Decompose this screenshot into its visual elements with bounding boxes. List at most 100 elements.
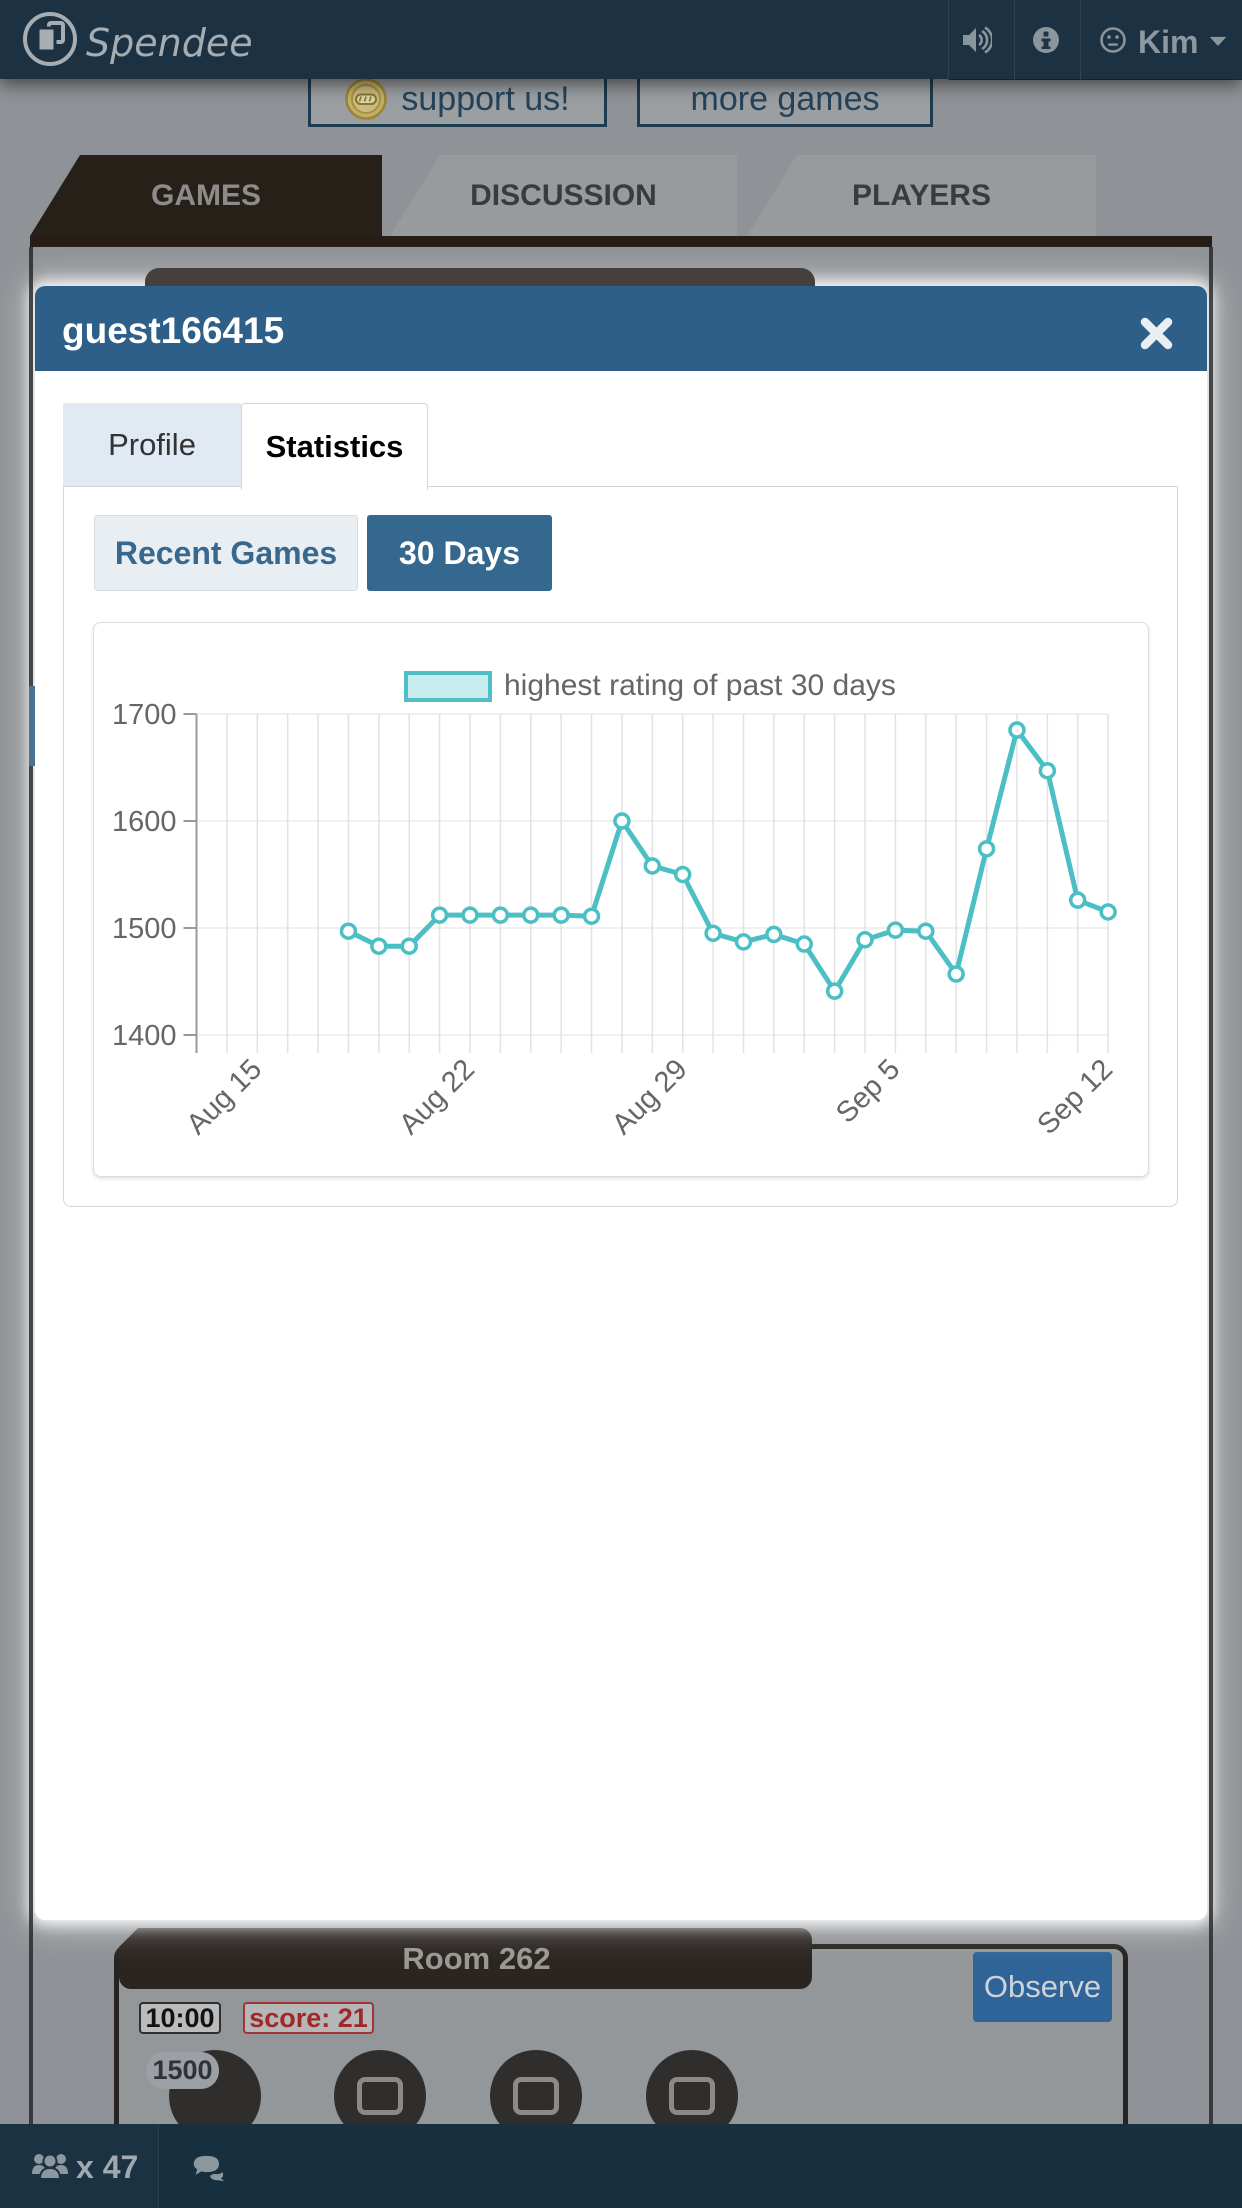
- chart-data-point: [339, 922, 358, 940]
- content-left-border: [29, 247, 33, 2124]
- brand-logo-icon[interactable]: [22, 11, 78, 67]
- thirty-days-button[interactable]: 30 Days: [367, 515, 552, 591]
- chart-data-point: [1068, 891, 1087, 909]
- chart-data-point: [704, 924, 722, 943]
- chart-series-line: [345, 727, 1111, 994]
- room-title: Room 262: [119, 1928, 812, 1989]
- chart-data-point: [552, 906, 570, 924]
- users-count-value: x 47: [76, 2149, 139, 2185]
- svg-text:1500: 1500: [112, 913, 177, 945]
- chart-data-point: [947, 965, 965, 983]
- chart-data-point: [977, 840, 996, 858]
- player-dialog: guest166415 Profile Statistics Recent Ga…: [35, 286, 1207, 1920]
- chart-data-point: [461, 906, 479, 924]
- background-blue-fragment: [29, 686, 35, 766]
- support-us-button[interactable]: support us!: [308, 71, 607, 127]
- observe-button[interactable]: Observe: [973, 1952, 1112, 2022]
- brand-name[interactable]: Spendee: [86, 21, 253, 65]
- chart-data-point: [1099, 903, 1117, 921]
- chart-data-point: [522, 906, 540, 924]
- svg-text:1400: 1400: [112, 1020, 177, 1052]
- time-value: 10:00: [145, 2002, 215, 2033]
- empty-seat-icon: [357, 2077, 403, 2115]
- svg-text:1600: 1600: [112, 806, 177, 838]
- rating-value: 1500: [152, 2055, 213, 2085]
- chart-data-point: [491, 906, 510, 924]
- recent-games-label: Recent Games: [114, 534, 338, 571]
- rating-line-chart: 1400 1500 1600 1700 Aug 15 Aug 22 Aug 29 Sep 5 S…: [112, 699, 1119, 1141]
- room-title-label: Room 262: [402, 1940, 551, 1976]
- legend-swatch: [404, 670, 492, 702]
- bottom-bar-users-section[interactable]: [0, 2124, 158, 2208]
- empty-seat-icon: [513, 2077, 559, 2115]
- tab-players[interactable]: PLAYERS: [747, 155, 1096, 236]
- dialog-header: [35, 286, 1207, 371]
- tab-games[interactable]: GAMES: [30, 155, 382, 236]
- rating-chart-card: highest rating of past 30 days 1400 1500 1…: [93, 622, 1149, 1177]
- chart-data-point: [886, 921, 905, 939]
- tab-games-label: GAMES: [150, 178, 261, 212]
- legend-label: highest rating of past 30 days: [504, 669, 896, 702]
- tab-statistics-label: Statistics: [265, 429, 404, 464]
- observe-label: Observe: [983, 1969, 1102, 2004]
- coin-icon: [345, 78, 388, 120]
- tab-content-top-border: [30, 236, 1212, 247]
- chat-icon[interactable]: [192, 2154, 228, 2183]
- tab-players-label: PLAYERS: [852, 178, 991, 212]
- chart-data-point: [765, 925, 783, 944]
- chart-data-point: [1008, 721, 1026, 739]
- chevron-down-icon[interactable]: [1208, 35, 1228, 47]
- svg-text:Aug 22: Aug 22: [393, 1053, 481, 1141]
- tab-pane: [63, 486, 1178, 1207]
- support-us-label: support us!: [401, 79, 570, 118]
- chart-data-point: [430, 906, 449, 924]
- tab-profile-label: Profile: [108, 426, 196, 462]
- more-games-button[interactable]: more games: [637, 71, 933, 127]
- chart-data-point: [673, 865, 692, 884]
- close-icon[interactable]: [1139, 316, 1174, 351]
- tab-discussion-label: DISCUSSION: [470, 178, 657, 212]
- svg-text:Sep 5: Sep 5: [830, 1053, 906, 1129]
- chart-data-point: [795, 935, 813, 953]
- chart-legend: highest rating of past 30 days: [404, 669, 896, 703]
- smiley-icon[interactable]: [1100, 27, 1126, 53]
- nav-separator: [948, 0, 949, 80]
- more-games-label: more games: [690, 79, 880, 118]
- svg-text:1700: 1700: [112, 699, 177, 731]
- empty-seat-icon: [669, 2077, 715, 2115]
- chart-data-point: [825, 982, 844, 1000]
- score-badge: score: 21: [243, 2002, 374, 2034]
- nav-separator: [1080, 0, 1081, 80]
- time-badge: 10:00: [139, 2002, 221, 2034]
- chart-data-point: [400, 937, 418, 955]
- chart-data-point: [613, 812, 631, 830]
- chart-data-point: [734, 933, 753, 951]
- chart-data-point: [917, 922, 935, 940]
- background-room-header-partial: [145, 268, 815, 286]
- content-right-border: [1209, 247, 1213, 2124]
- svg-text:Aug 15: Aug 15: [181, 1053, 269, 1141]
- chart-data-point: [370, 937, 388, 955]
- sound-icon[interactable]: [962, 26, 992, 54]
- score-value: score: 21: [249, 2002, 368, 2033]
- chart-data-point: [643, 857, 662, 875]
- users-icon: [32, 2153, 68, 2180]
- svg-text:Sep 12: Sep 12: [1031, 1053, 1119, 1141]
- chart-data-point: [856, 931, 874, 949]
- tab-discussion[interactable]: DISCUSSION: [390, 155, 737, 236]
- tab-statistics[interactable]: Statistics: [241, 403, 428, 490]
- user-name[interactable]: Kim: [1138, 24, 1199, 60]
- svg-text:Aug 29: Aug 29: [606, 1053, 694, 1141]
- info-icon[interactable]: [1032, 26, 1060, 54]
- dialog-title: guest166415: [62, 310, 285, 351]
- chart-data-point: [1038, 761, 1057, 780]
- bottom-status-bar: [0, 2124, 1242, 2208]
- bottom-bar-separator: [158, 2124, 159, 2208]
- recent-games-button[interactable]: Recent Games: [94, 515, 358, 591]
- chart-data-point: [582, 907, 601, 925]
- tab-profile[interactable]: Profile: [63, 403, 241, 486]
- users-count: x 47: [76, 2149, 138, 2186]
- player-rating-badge: 1500: [146, 2052, 219, 2089]
- nav-separator: [1014, 0, 1015, 80]
